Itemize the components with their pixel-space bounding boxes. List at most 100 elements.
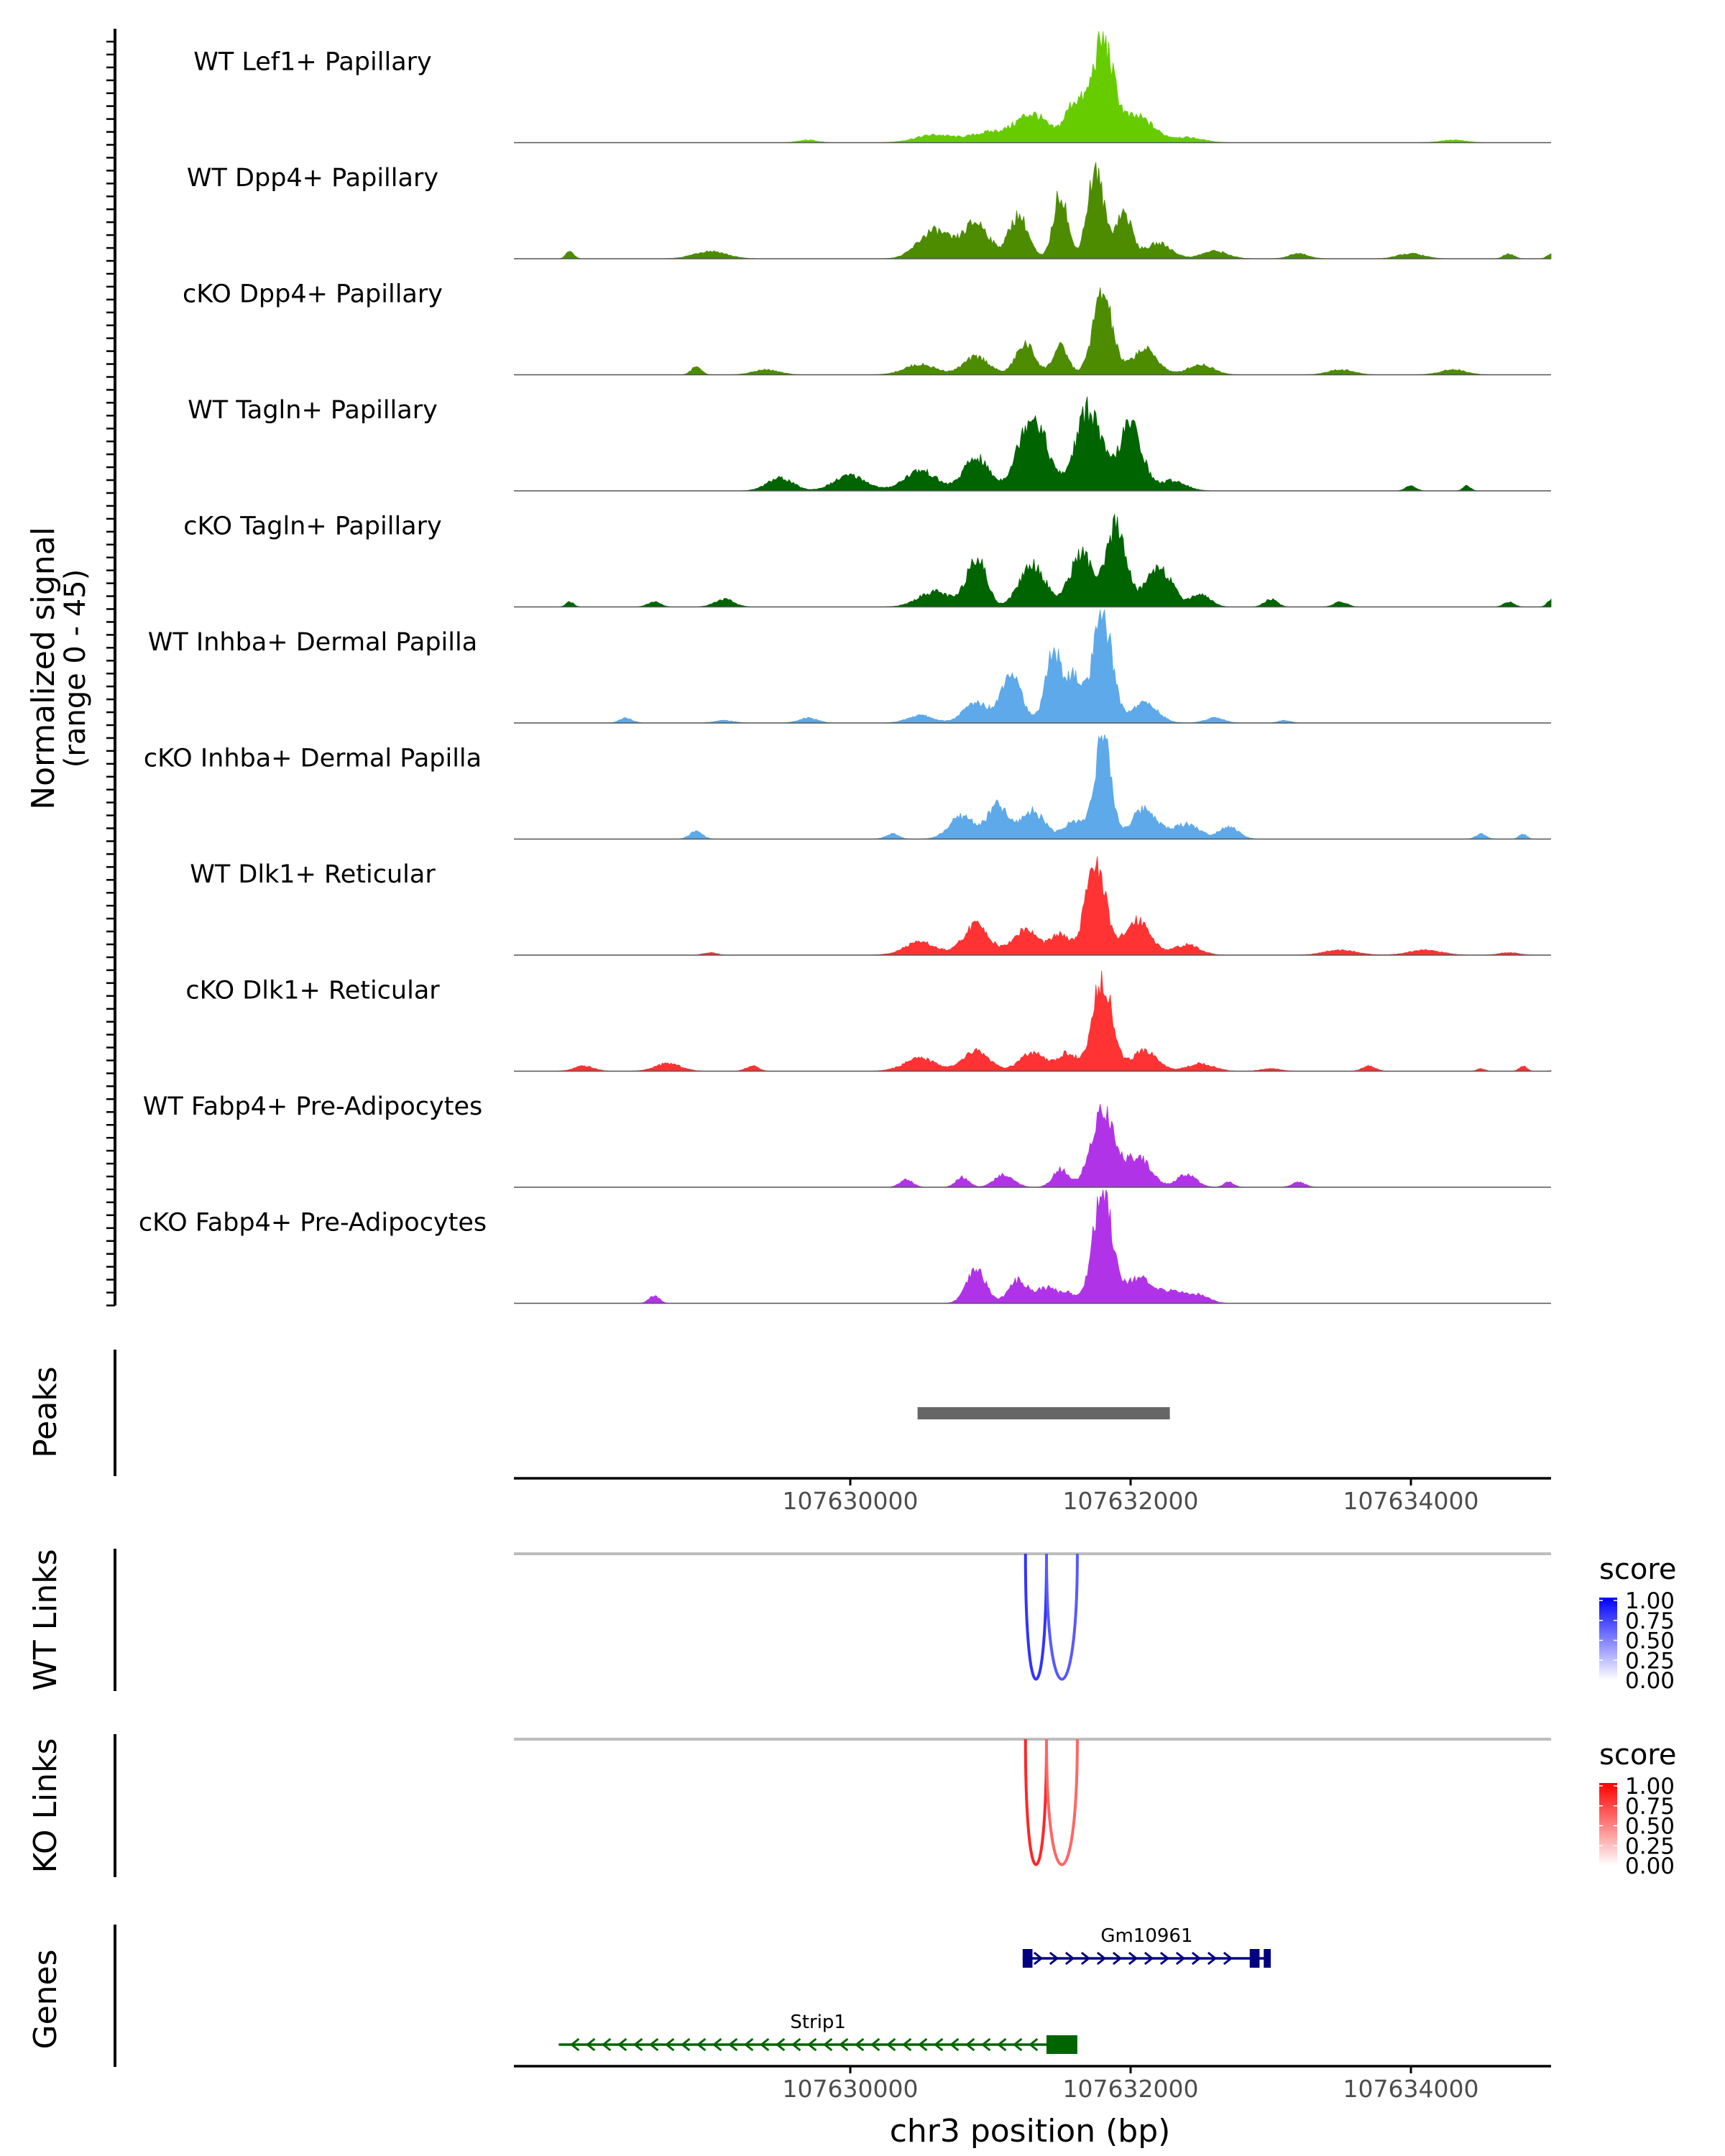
gene-strand-arrow [601,2037,612,2052]
legend-tick-label: 0.25 [1625,1833,1675,1859]
coverage-track: WT Lef1+ Papillary [193,31,1551,144]
coverage-track-label: WT Dlk1+ Reticular [190,860,436,889]
x-tick-label: 107634000 [1343,1487,1479,1515]
coverage-track: cKO Tagln+ Papillary [183,512,1552,608]
gene-strand-arrow [1012,2037,1023,2052]
coverage-track-label: cKO Dpp4+ Papillary [183,280,443,309]
gene-strand-arrow [933,2037,944,2052]
coverage-y-axis [106,29,116,1307]
gene-strand-arrow [870,2037,880,2052]
gene-strand-arrow [1159,1951,1170,1966]
coverage-track: WT Dlk1+ Reticular [190,856,1551,956]
coverage-track-label: WT Tagln+ Papillary [188,396,438,425]
coverage-area [514,514,1552,607]
genes-track: Gm10961 Strip1 [558,1925,1271,2054]
legend-colorbar [1599,1598,1617,1680]
links-track: WT Links [27,1549,1551,1691]
gene-exon [1022,1949,1033,1968]
gene-strand-arrow [1112,1951,1123,1966]
x-axis-title: chr3 position (bp) [890,2113,1171,2150]
coverage-area [514,970,1552,1072]
gene-strand-arrow [806,2037,817,2052]
gene-model: Gm10961 [1022,1925,1271,1968]
coverage-track-label: WT Dpp4+ Papillary [187,164,438,193]
gene-exon [1264,1949,1271,1968]
gene-strand-arrow [965,2037,975,2052]
gene-strand-arrow [648,2037,659,2052]
x-tick-label: 107632000 [1063,2075,1199,2103]
coverage-track-label: WT Lef1+ Papillary [193,48,432,77]
score-legends: score0.000.250.500.751.00score0.000.250.… [1599,1553,1676,1879]
gene-model: Strip1 [558,2012,1077,2054]
gene-strand-arrow [1064,1951,1075,1966]
legend-tick-label: 1.00 [1625,1588,1675,1614]
gene-strand-arrow [712,2037,722,2052]
gene-strand-arrow [838,2037,849,2052]
gene-strand-arrow [1191,1951,1202,1966]
legend-tick-label: 0.00 [1625,1853,1675,1879]
genes-track-label: Genes [27,1949,64,2049]
coverage-track-label: cKO Inhba+ Dermal Papilla [144,745,482,773]
gene-strand-arrow [791,2037,801,2052]
gene-strand-arrow [1049,1951,1059,1966]
links-tracks: WT Links KO Links [27,1549,1551,1877]
gene-strand-arrow [822,2037,833,2052]
x-axis-peaks: 107630000 107632000 107634000 [514,1477,1551,1515]
link-arc [1045,1553,1079,1681]
gene-strand-arrow [1080,1951,1091,1966]
gene-strand-arrow [696,2037,707,2052]
coverage-track-label: cKO Tagln+ Papillary [183,512,442,541]
gene-strand-arrow [1175,1951,1186,1966]
coverage-area [514,1189,1551,1304]
gene-strand-arrow [680,2037,691,2052]
legend-title: score [1599,1738,1676,1772]
legend-colorbar [1599,1783,1617,1866]
gene-strand-arrow [901,2037,912,2052]
gene-strand-arrow [1028,2037,1039,2052]
peak-region [917,1407,1170,1419]
coverage-area [514,609,1551,724]
coverage-track: cKO Dlk1+ Reticular [185,970,1552,1072]
coverage-track-label: WT Inhba+ Dermal Papilla [148,628,477,657]
legend-tick-label: 1.00 [1625,1774,1675,1800]
gene-strand-arrow [996,2037,1007,2052]
gene-strand-arrow [1223,1951,1233,1966]
coverage-track-label: WT Fabp4+ Pre-Adipocytes [143,1092,482,1121]
gene-strand-arrow [886,2037,896,2052]
link-arc [1045,1738,1079,1866]
coverage-track: cKO Dpp4+ Papillary [183,280,1551,376]
coverage-track: WT Inhba+ Dermal Papilla [148,609,1551,724]
links-track-label: WT Links [27,1549,64,1690]
x-tick-label: 107634000 [1343,2075,1479,2103]
coverage-track: WT Fabp4+ Pre-Adipocytes [143,1092,1551,1188]
coverage-area [514,396,1551,492]
coverage-ylabel-line1: Normalized signal [25,527,62,810]
gene-strand-arrow [585,2037,596,2052]
gene-strand-arrow [917,2037,928,2052]
coverage-track: cKO Fabp4+ Pre-Adipocytes [139,1189,1551,1304]
gene-strand-arrow [632,2037,643,2052]
gene-strand-arrow [949,2037,960,2052]
gene-strand-arrow [727,2037,738,2052]
coverage-area [514,734,1551,839]
x-tick-label: 107632000 [1063,1487,1199,1515]
coverage-area [514,1104,1551,1188]
gene-strand-arrow [1128,1951,1138,1966]
legend-tick-label: 0.75 [1625,1794,1675,1820]
gene-name: Gm10961 [1100,1925,1192,1947]
link-arc [1024,1553,1048,1681]
gene-strand-arrow [569,2037,580,2052]
gene-strand-arrow [854,2037,865,2052]
gene-strand-arrow [617,2037,627,2052]
coverage-tracks: WT Lef1+ Papillary WT Dpp4+ Papillary cKO … [139,31,1552,1304]
legend-tick-label: 0.50 [1625,1814,1675,1840]
gene-strand-arrow [759,2037,770,2052]
coverage-area [514,287,1551,375]
coverage-area [514,162,1552,259]
legend-tick-label: 0.25 [1625,1648,1675,1674]
coverage-track: WT Tagln+ Papillary [188,396,1551,492]
gene-strand-arrow [1096,1951,1107,1966]
peaks-track-label: Peaks [27,1366,64,1457]
coverage-track-label: cKO Dlk1+ Reticular [185,977,440,1005]
